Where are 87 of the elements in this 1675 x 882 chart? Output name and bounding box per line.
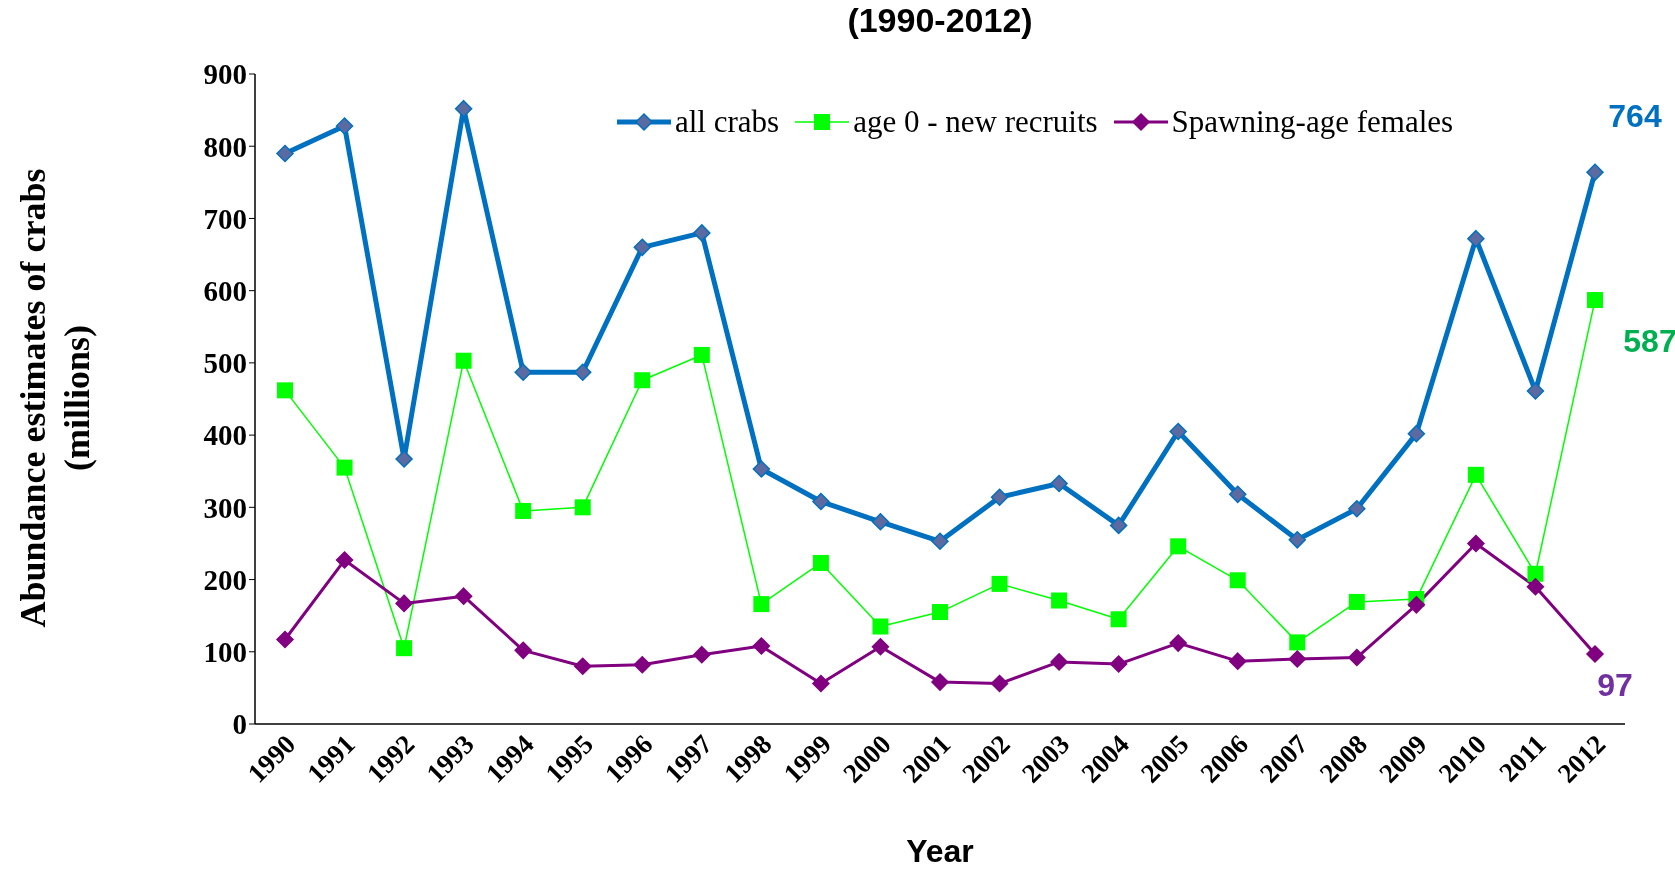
point bbox=[1586, 163, 1604, 181]
point bbox=[812, 674, 830, 693]
point bbox=[1586, 645, 1604, 663]
point bbox=[276, 630, 294, 649]
point bbox=[1407, 596, 1426, 614]
point bbox=[932, 604, 948, 621]
point bbox=[1407, 424, 1426, 443]
point bbox=[931, 673, 949, 691]
point bbox=[1467, 534, 1485, 553]
point bbox=[1109, 655, 1128, 673]
point bbox=[1109, 516, 1128, 535]
point bbox=[276, 144, 294, 163]
point bbox=[573, 363, 592, 382]
y-tick-label: 100 bbox=[203, 636, 247, 669]
point bbox=[871, 637, 890, 656]
y-tick-label: 700 bbox=[203, 202, 247, 235]
point bbox=[277, 382, 293, 399]
point bbox=[335, 551, 354, 569]
point bbox=[1526, 382, 1545, 400]
point bbox=[1288, 650, 1307, 668]
point bbox=[395, 594, 413, 613]
point bbox=[871, 513, 890, 531]
y-tick-label: 400 bbox=[203, 419, 247, 452]
point bbox=[991, 575, 1008, 592]
legend-label: Spawning-age females bbox=[1170, 104, 1454, 140]
point bbox=[1467, 466, 1484, 483]
point bbox=[1170, 538, 1187, 555]
point bbox=[1229, 572, 1246, 589]
point bbox=[514, 363, 532, 382]
point bbox=[335, 117, 354, 135]
point bbox=[1110, 611, 1127, 628]
point bbox=[1169, 422, 1187, 441]
point bbox=[1348, 648, 1366, 667]
point bbox=[693, 645, 711, 664]
point bbox=[812, 554, 829, 571]
point bbox=[1169, 634, 1187, 652]
point bbox=[633, 656, 652, 674]
y-tick-label: 600 bbox=[203, 274, 247, 307]
point bbox=[1050, 653, 1068, 671]
chart-title: (1990-2012) bbox=[846, 0, 1034, 40]
point bbox=[693, 346, 710, 363]
point bbox=[752, 460, 771, 478]
point bbox=[753, 596, 770, 613]
data-label: 764 bbox=[1608, 98, 1662, 135]
y-tick-label: 300 bbox=[203, 491, 247, 524]
point bbox=[515, 502, 532, 519]
point bbox=[454, 99, 473, 118]
point bbox=[573, 657, 592, 675]
point bbox=[1527, 565, 1544, 582]
point bbox=[1348, 593, 1365, 610]
point bbox=[336, 459, 353, 476]
y-tick-label: 500 bbox=[203, 347, 247, 380]
point bbox=[1288, 531, 1307, 549]
point bbox=[633, 238, 652, 257]
point bbox=[752, 637, 771, 655]
data-label: 97 bbox=[1597, 666, 1633, 703]
point bbox=[1348, 500, 1366, 518]
legend-label: all crabs bbox=[674, 104, 780, 140]
y-tick-label: 800 bbox=[203, 130, 247, 163]
point bbox=[1587, 292, 1603, 309]
legend-label: age 0 - new recruits bbox=[852, 104, 1098, 140]
point bbox=[990, 488, 1009, 506]
point bbox=[634, 372, 651, 389]
point bbox=[1467, 229, 1485, 248]
point bbox=[1228, 485, 1247, 504]
point bbox=[990, 674, 1009, 693]
y-axis-title: Abundance estimates of crabs (millions) bbox=[13, 168, 97, 628]
point bbox=[455, 352, 472, 369]
point bbox=[396, 640, 413, 657]
point bbox=[931, 532, 949, 551]
point bbox=[454, 587, 473, 605]
point bbox=[693, 224, 711, 242]
point bbox=[395, 450, 413, 468]
point bbox=[1526, 578, 1545, 596]
point bbox=[574, 499, 591, 516]
point bbox=[1289, 634, 1306, 651]
point bbox=[1228, 652, 1247, 670]
point bbox=[514, 641, 532, 660]
x-axis-title: Year bbox=[906, 833, 974, 869]
y-tick-label: 200 bbox=[203, 563, 247, 596]
point bbox=[812, 492, 830, 511]
data-label: 587 bbox=[1623, 323, 1675, 360]
point bbox=[1051, 592, 1068, 609]
point bbox=[1050, 474, 1068, 493]
y-tick-label: 900 bbox=[203, 58, 247, 91]
y-tick-label: 0 bbox=[232, 708, 247, 741]
point bbox=[872, 618, 889, 635]
